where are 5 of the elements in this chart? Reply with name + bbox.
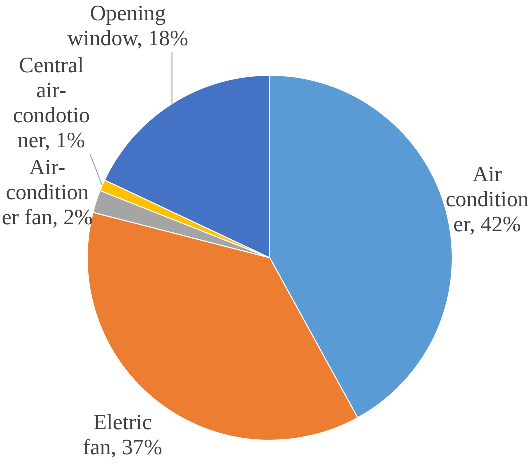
slice-label: Air-conditioner fan, 2% [2,154,94,230]
slice-label: Central air-condotioner, 1% [13,52,90,152]
slice-label: Eletric fan, 37% [83,409,162,460]
slice-label: Air conditioner, 42% [446,161,530,236]
slice-label: Opening window, 18% [68,0,188,50]
